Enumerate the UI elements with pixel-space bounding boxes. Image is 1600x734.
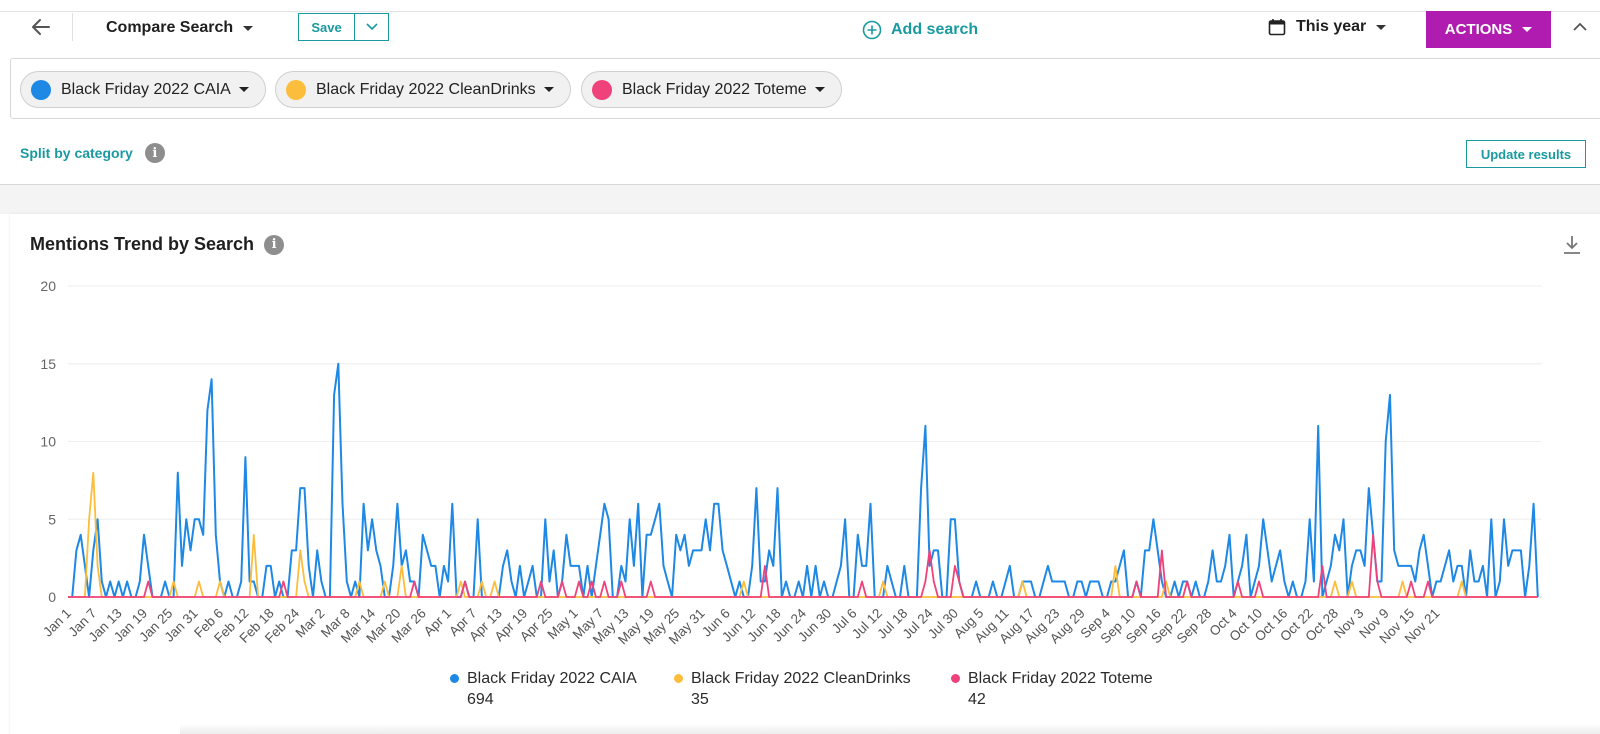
y-tick-label: 0 [48, 589, 56, 605]
back-arrow-icon[interactable] [30, 16, 52, 38]
chart-title: Mentions Trend by Search i [30, 234, 285, 255]
caret-down-icon [1376, 24, 1387, 30]
legend-label: Black Friday 2022 Toteme [968, 670, 1153, 687]
legend-total: 35 [691, 691, 709, 708]
date-range-label: This year [1296, 18, 1367, 35]
chart-card [10, 214, 1600, 734]
series-color-dot [286, 79, 306, 100]
x-tick-label: Apr 1 [421, 606, 454, 639]
legend-label: Black Friday 2022 CAIA [467, 670, 637, 687]
add-search-button[interactable]: Add search [862, 20, 978, 40]
caret-down-icon [814, 87, 825, 92]
legend-item-caia[interactable]: Black Friday 2022 CAIA 694 [450, 668, 637, 710]
legend-dot [450, 674, 459, 683]
caret-down-icon [1522, 27, 1533, 32]
caret-down-icon [243, 25, 254, 31]
x-tick-label: Jan 1 [40, 606, 74, 640]
y-tick-label: 5 [48, 511, 56, 527]
series-line-1 [68, 362, 1539, 598]
plus-circle-icon [862, 20, 882, 40]
series-line-3 [68, 533, 1538, 598]
search-pill-label: Black Friday 2022 CleanDrinks [316, 80, 536, 98]
legend-dot [951, 674, 960, 683]
toolbar-separator [72, 13, 73, 41]
legend-item-toteme[interactable]: Black Friday 2022 Toteme 42 [951, 668, 1153, 710]
search-pill-toteme[interactable]: Black Friday 2022 Toteme [581, 71, 842, 108]
y-tick-label: 15 [40, 356, 56, 372]
legend-total: 694 [467, 691, 494, 708]
info-icon[interactable]: i [144, 143, 165, 163]
chart-title-text: Mentions Trend by Search [30, 234, 255, 254]
search-pills-panel: Black Friday 2022 CAIA Black Friday 2022… [10, 58, 1600, 119]
add-search-label: Add search [891, 21, 979, 38]
legend-label: Black Friday 2022 CleanDrinks [691, 670, 911, 687]
split-by-category-link[interactable]: Split by category [20, 145, 133, 161]
search-pill-caia[interactable]: Black Friday 2022 CAIA [20, 71, 266, 108]
legend-dot [674, 674, 683, 683]
compare-search-label: Compare Search [106, 19, 234, 36]
search-pill-label: Black Friday 2022 Toteme [622, 80, 807, 98]
caret-down-icon [238, 87, 249, 92]
download-icon[interactable] [1561, 234, 1583, 256]
series-color-dot [31, 79, 51, 100]
top-divider [0, 11, 1600, 12]
legend-item-cleandrinks[interactable]: Black Friday 2022 CleanDrinks 35 [674, 668, 911, 710]
series-color-dot [592, 79, 612, 100]
y-tick-label: 10 [40, 434, 56, 450]
search-pill-cleandrinks[interactable]: Black Friday 2022 CleanDrinks [275, 71, 571, 108]
actions-label: ACTIONS [1444, 21, 1513, 38]
search-pill-label: Black Friday 2022 CAIA [61, 80, 231, 98]
save-options-button[interactable] [355, 13, 389, 41]
y-tick-label: 20 [40, 278, 56, 294]
update-results-button[interactable]: Update results [1466, 140, 1586, 168]
chevron-up-icon[interactable] [1572, 20, 1588, 34]
date-range-select[interactable]: This year [1268, 16, 1387, 38]
chevron-down-icon [365, 23, 378, 31]
scroll-fade [180, 724, 1600, 734]
legend-total: 42 [968, 691, 986, 708]
section-divider [0, 184, 1600, 214]
save-button-group: Save [298, 13, 389, 41]
compare-search-select[interactable]: Compare Search [106, 17, 254, 39]
caret-down-icon [543, 87, 554, 92]
save-button[interactable]: Save [298, 13, 355, 41]
actions-button[interactable]: ACTIONS [1426, 11, 1551, 48]
calendar-icon [1268, 19, 1286, 36]
split-by-category: Split by category i [20, 143, 165, 163]
info-icon[interactable]: i [264, 234, 285, 255]
